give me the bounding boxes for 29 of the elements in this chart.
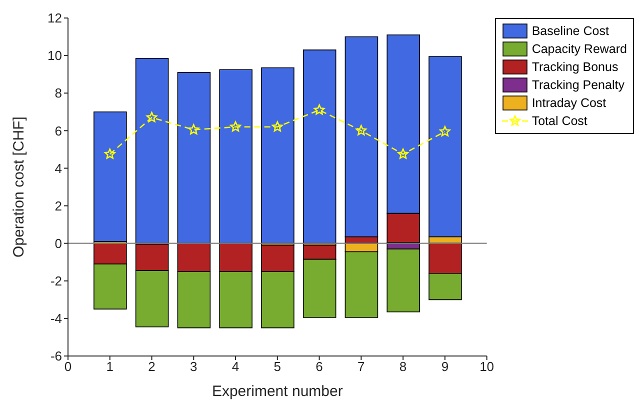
y-axis-title: Operation cost [CHF] (10, 116, 28, 258)
y-tick-label: 8 (54, 86, 62, 101)
legend-label: Total Cost (532, 114, 588, 128)
y-tick-label: -2 (50, 274, 62, 289)
x-tick-label: 5 (274, 359, 282, 374)
x-tick-label: 1 (106, 359, 114, 374)
x-tick-label: 7 (358, 359, 365, 374)
y-tick-label: 0 (54, 236, 62, 251)
x-axis-title: Experiment number (212, 383, 343, 400)
x-tick-label: 10 (480, 359, 494, 374)
y-tick-label: 6 (54, 123, 62, 138)
legend-label: Baseline Cost (532, 24, 609, 38)
x-tick-label: 3 (190, 359, 198, 374)
legend-label: Tracking Bonus (532, 60, 618, 74)
y-tick-label: 4 (54, 160, 62, 176)
x-tick-label: 0 (64, 359, 72, 374)
legend-label: Intraday Cost (532, 96, 606, 110)
x-tick-label: 4 (232, 359, 240, 374)
x-tick-label: 2 (148, 359, 156, 374)
x-tick-label: 6 (316, 359, 323, 374)
legend-label: Tracking Penalty (532, 78, 624, 92)
y-tick-label: -6 (50, 348, 62, 364)
y-tick-label: -4 (50, 311, 62, 326)
x-tick-label: 8 (399, 359, 407, 374)
y-tick-label: 10 (48, 48, 62, 64)
x-tick-label: 9 (441, 359, 449, 374)
y-tick-label: 2 (54, 198, 62, 214)
legend-label: Capacity Reward (532, 42, 627, 56)
y-tick-label: 12 (48, 10, 62, 26)
